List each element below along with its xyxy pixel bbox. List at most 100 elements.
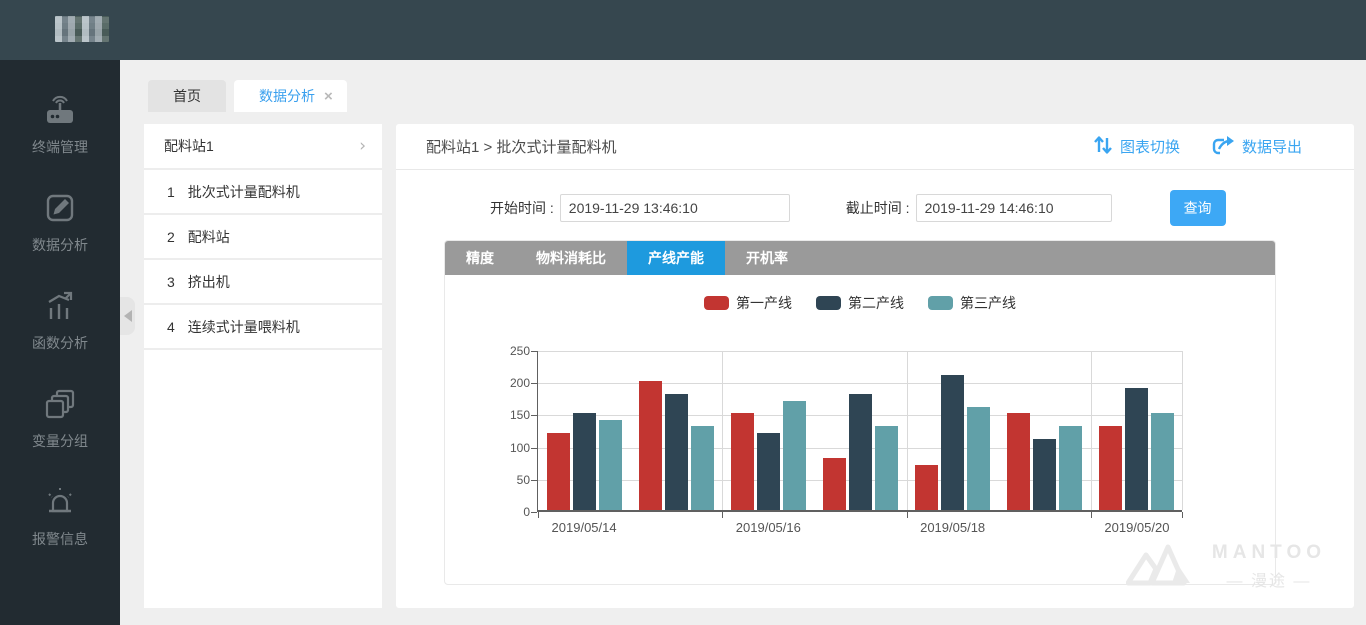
bar-第一产线-2019/05/20 xyxy=(1099,426,1123,510)
data-analysis-icon xyxy=(40,188,80,228)
sidebar-item-label: 数据分析 xyxy=(32,237,88,253)
bar-第一产线-2019/05/14 xyxy=(546,432,570,510)
breadcrumb: 配料站1 > 批次式计量配料机 xyxy=(426,139,617,156)
query-button[interactable]: 查询 xyxy=(1169,190,1226,226)
y-axis-tick xyxy=(531,479,537,481)
bar-第一产线-2019/05/17 xyxy=(823,458,846,510)
legend-label: 第一产线 xyxy=(736,295,792,311)
data-export-button[interactable]: 数据导出 xyxy=(1212,135,1302,159)
sidebar-item-label: 函数分析 xyxy=(32,335,88,351)
alarm-info-icon xyxy=(40,482,80,522)
device-item-label: 连续式计量喂料机 xyxy=(187,318,300,335)
sidebar-collapse-handle[interactable] xyxy=(120,297,135,335)
chart-legend: 第一产线 第二产线 第三产线 xyxy=(445,293,1275,313)
legend-item-第三产线[interactable]: 第三产线 xyxy=(928,293,1016,313)
bar-第三产线-2019/05/14 xyxy=(598,419,622,510)
sidebar-item-label: 终端管理 xyxy=(32,139,88,155)
device-group-title: 配料站1 xyxy=(164,138,214,154)
y-axis-label: 50 xyxy=(516,472,530,487)
gridline xyxy=(538,351,1182,352)
bar-chart-plot: 0 50 100 150 200 250 2019/05/14 2019/05/16 2019/… xyxy=(510,344,1183,535)
tab-data-analysis-label: 数据分析 xyxy=(259,88,315,104)
sidebar-item-data-analysis[interactable]: 数据分析 xyxy=(0,188,120,255)
app-header xyxy=(0,0,1366,60)
bar-第一产线-2019/05/18 xyxy=(915,464,939,510)
y-axis-tick xyxy=(531,351,537,352)
end-time-input[interactable] xyxy=(915,194,1112,222)
device-item-number: 3 xyxy=(167,273,175,290)
sidebar-item-alarm-info[interactable]: 报警信息 xyxy=(0,482,120,549)
watermark-text: MANTOO — 漫途 — xyxy=(1212,542,1326,591)
swap-arrows-icon xyxy=(1094,135,1112,159)
tab-home[interactable]: 首页 xyxy=(148,80,226,112)
device-item-label: 批次式计量配料机 xyxy=(187,183,300,200)
sidebar-item-terminal-manage[interactable]: 终端管理 xyxy=(0,90,120,157)
variable-group-icon xyxy=(40,384,80,424)
x-axis-label: 2019/05/14 xyxy=(551,520,617,535)
y-axis-label: 150 xyxy=(509,408,530,423)
sidebar-item-variable-group[interactable]: 变量分组 xyxy=(0,384,120,451)
bar-第三产线-2019/05/19 xyxy=(1059,426,1083,510)
legend-item-第二产线[interactable]: 第二产线 xyxy=(816,293,904,313)
x-axis-tick xyxy=(906,512,908,518)
legend-swatch xyxy=(704,296,729,310)
gridline xyxy=(1182,351,1183,510)
x-axis-tick xyxy=(722,512,724,518)
end-time-label: 截止时间 : xyxy=(845,200,910,216)
bar-第三产线-2019/05/18 xyxy=(967,406,991,510)
bar-第二产线-2019/05/14 xyxy=(572,413,596,510)
tab-uptime-rate[interactable]: 开机率 xyxy=(746,250,788,266)
x-axis-tick xyxy=(1182,512,1183,518)
close-icon[interactable]: × xyxy=(324,87,333,105)
device-panel: 配料站1 › 1 批次式计量配料机 2 配料站 3 挤出机 4 连续式计量喂料机 xyxy=(144,124,382,608)
bar-第二产线-2019/05/17 xyxy=(849,394,872,510)
y-axis-label: 100 xyxy=(509,440,530,455)
device-item-number: 2 xyxy=(167,228,175,245)
sidebar-item-label: 报警信息 xyxy=(32,531,88,547)
bar-第三产线-2019/05/15 xyxy=(690,426,714,510)
device-item-2[interactable]: 2 配料站 xyxy=(144,215,382,260)
watermark-cn: — 漫途 — xyxy=(1226,573,1312,590)
bar-第二产线-2019/05/19 xyxy=(1033,439,1057,510)
gridline xyxy=(906,351,908,510)
device-item-4[interactable]: 4 连续式计量喂料机 xyxy=(144,305,382,350)
x-axis-label: 2019/05/18 xyxy=(920,520,986,535)
metric-tab-bar: 精度 物料消耗比 产线产能 开机率 xyxy=(445,241,1275,275)
legend-label: 第二产线 xyxy=(848,295,904,311)
watermark: MANTOO — 漫途 — xyxy=(1125,541,1326,592)
y-axis-label: 0 xyxy=(523,505,530,519)
filter-row: 开始时间 : 截止时间 : 查询 xyxy=(490,190,1354,226)
y-axis-tick xyxy=(531,447,537,449)
device-group-header[interactable]: 配料站1 › xyxy=(144,124,382,170)
bar-第一产线-2019/05/16 xyxy=(730,413,754,510)
legend-item-第一产线[interactable]: 第一产线 xyxy=(704,293,792,313)
bar-第一产线-2019/05/19 xyxy=(1007,413,1031,510)
sidebar-item-function-analysis[interactable]: 函数分析 xyxy=(0,286,120,353)
chart-switch-label: 图表切换 xyxy=(1119,139,1180,156)
start-time-input[interactable] xyxy=(559,194,790,222)
device-item-3[interactable]: 3 挤出机 xyxy=(144,260,382,305)
export-icon xyxy=(1212,135,1234,159)
tab-data-analysis[interactable]: 数据分析 × xyxy=(234,80,347,112)
chevron-left-icon xyxy=(123,310,132,322)
gridline xyxy=(722,351,724,510)
legend-swatch xyxy=(816,296,841,310)
tab-home-label: 首页 xyxy=(173,88,201,104)
header-actions: 图表切换 数据导出 xyxy=(1094,135,1302,159)
device-item-number: 1 xyxy=(167,183,175,200)
gridline xyxy=(538,383,1182,385)
device-item-number: 4 xyxy=(167,318,175,335)
bar-第三产线-2019/05/17 xyxy=(875,426,898,510)
tab-precision[interactable]: 精度 xyxy=(466,250,494,266)
y-axis-tick xyxy=(531,383,537,385)
watermark-brand: MANTOO xyxy=(1211,542,1326,563)
device-item-1[interactable]: 1 批次式计量配料机 xyxy=(144,170,382,215)
chart-switch-button[interactable]: 图表切换 xyxy=(1094,135,1180,159)
device-item-label: 挤出机 xyxy=(187,273,230,290)
start-time-label: 开始时间 : xyxy=(490,200,554,216)
tab-material-consumption[interactable]: 物料消耗比 xyxy=(536,250,606,266)
function-analysis-icon xyxy=(40,286,80,326)
tab-line-capacity[interactable]: 产线产能 xyxy=(627,241,725,275)
bar-第三产线-2019/05/20 xyxy=(1151,413,1175,510)
sidebar: 终端管理 数据分析 函数分析 xyxy=(0,60,120,625)
